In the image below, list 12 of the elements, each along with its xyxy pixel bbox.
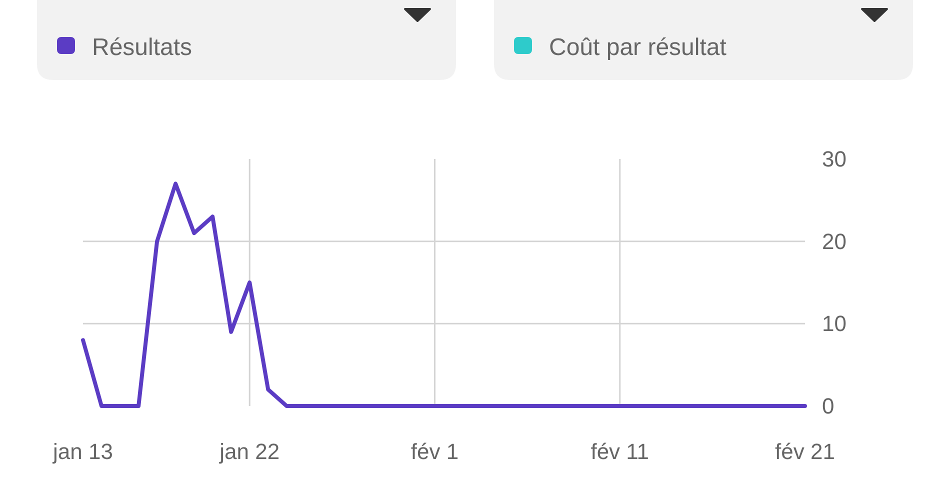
legend-label: Résultats bbox=[92, 34, 192, 61]
y-tick-label: 20 bbox=[822, 228, 846, 254]
x-tick-label: fév 1 bbox=[410, 439, 459, 464]
y-tick-label: 0 bbox=[822, 394, 834, 418]
y-tick-label: 10 bbox=[822, 311, 846, 336]
x-tick-label: fév 21 bbox=[775, 439, 835, 464]
x-tick-label: jan 22 bbox=[218, 439, 280, 464]
y-tick-label: 30 bbox=[822, 146, 846, 172]
x-tick-label: jan 13 bbox=[52, 439, 113, 464]
x-tick-label: fév 11 bbox=[590, 439, 650, 464]
legend-label: Coût par résultat bbox=[549, 34, 727, 61]
line-series bbox=[81, 182, 807, 408]
